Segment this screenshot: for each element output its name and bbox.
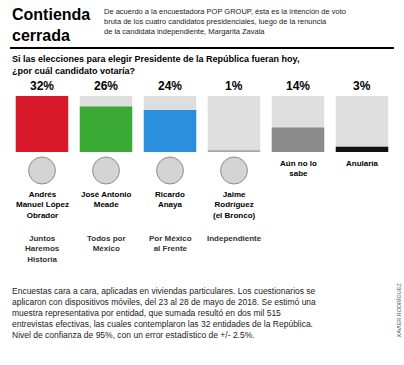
- svg-text:XAVIER RODRÍGUEZ: XAVIER RODRÍGUEZ: [396, 283, 402, 338]
- svg-text:Todos porMéxico: Todos porMéxico: [87, 234, 126, 253]
- svg-text:14%: 14%: [286, 79, 310, 93]
- svg-text:RicardoAnaya: RicardoAnaya: [155, 190, 185, 209]
- svg-text:Anularía: Anularía: [346, 159, 379, 168]
- svg-text:De acuerdo a la encuestadora P: De acuerdo a la encuestadora POP GROUP, …: [104, 7, 346, 36]
- svg-text:Por Méxicoal Frente: Por Méxicoal Frente: [149, 234, 192, 253]
- svg-text:AndrésManuel LópezObrador: AndrésManuel LópezObrador: [16, 190, 69, 220]
- svg-text:3%: 3%: [353, 79, 371, 93]
- svg-text:Contiendacerrada: Contiendacerrada: [12, 6, 90, 44]
- svg-text:32%: 32%: [30, 79, 54, 93]
- svg-text:1%: 1%: [225, 79, 243, 93]
- svg-text:24%: 24%: [158, 79, 182, 93]
- svg-text:Aún no losabe: Aún no losabe: [280, 159, 317, 178]
- svg-text:JaimeRodríguez(el Bronco): JaimeRodríguez(el Bronco): [213, 190, 256, 220]
- svg-text:JuntosHaremosHistoria: JuntosHaremosHistoria: [25, 234, 60, 264]
- svg-text:José AntonioMeade: José AntonioMeade: [81, 190, 131, 209]
- svg-text:Si las elecciones para elegir: Si las elecciones para elegir Presidente…: [12, 54, 299, 76]
- svg-text:26%: 26%: [94, 79, 118, 93]
- svg-text:Independiente: Independiente: [207, 234, 262, 243]
- svg-text:Encuestas cara a cara, aplicad: Encuestas cara a cara, aplicadas en vivi…: [12, 286, 316, 340]
